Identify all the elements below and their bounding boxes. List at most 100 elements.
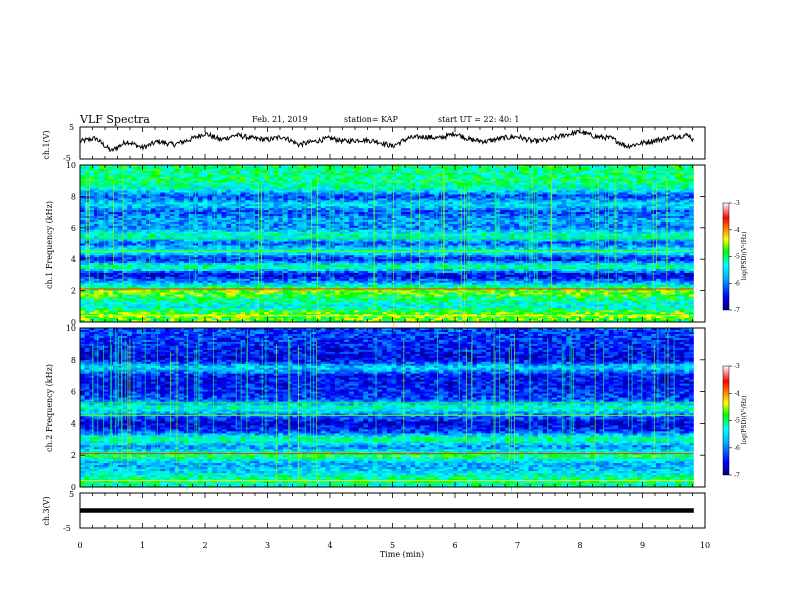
start-time-label: start UT = 22: 40: 1 [438,115,519,124]
spectrogram-cell [94,216,100,219]
spectrogram-cell [264,186,270,189]
spectrogram-cell [278,178,284,181]
spectrogram-cell [273,166,279,170]
spectrogram-cell [670,190,676,193]
spectrogram-cell [533,194,539,197]
spectrogram-cell [188,186,194,189]
spectrogram-cell [245,172,251,176]
spectrogram-cell [637,210,643,213]
spectrogram-cell [344,186,350,189]
spectrogram-cell [528,206,534,209]
spectrogram-cell [500,202,506,205]
spectrogram-cell [542,190,548,193]
spectrogram-cell [495,221,501,225]
spectrogram-cell [216,182,222,185]
spectrogram-cell [377,196,383,199]
spectrogram-cell [306,180,312,183]
spectrogram-cell [618,229,624,233]
spectrogram-cell [202,174,208,178]
spectrogram-cell [212,198,218,201]
spectrogram-cell [637,225,643,229]
spectrogram-cell [622,200,628,203]
spectrogram-cell [448,223,454,227]
spectrogram-cell [108,219,114,223]
spectrogram-cell [689,184,695,187]
spectrogram-cell [349,229,355,233]
spectrogram-cell [216,174,222,178]
spectrogram-cell [556,184,562,187]
spectrogram-cell [486,225,492,229]
spectrogram-cell [542,212,548,215]
spectrogram-cell [646,204,652,207]
spectrogram-cell [613,174,619,178]
spectrogram-cell [655,210,661,213]
spectrogram-cell [632,212,638,215]
spectrogram-cell [674,210,680,213]
spectrogram-cell [419,214,425,217]
spectrogram-cell [188,198,194,201]
spectrogram-cell [150,204,156,207]
spectrogram-cell [306,184,312,187]
spectrogram-cell [627,182,633,185]
spectrogram-cell [594,174,600,178]
spectrogram-cell [618,174,624,178]
spectrogram-cell [98,210,104,213]
spectrogram-cell [486,206,492,209]
spectrogram-cell [306,227,312,231]
spectrogram-cell [117,202,123,205]
spectrogram-cell [670,174,676,178]
spectrogram-cell [164,188,170,191]
spectrogram-cell [627,206,633,209]
spectrogram-cell [155,227,161,231]
spectrogram-cell [202,235,208,238]
spectrogram-cell [627,200,633,203]
spectrogram-cell [419,174,425,178]
spectrogram-cell [495,210,501,213]
spectrogram-cell [552,176,558,180]
spectrogram-cell [575,172,581,176]
spectrogram-cell [193,168,199,172]
spectrogram-cell [311,192,317,195]
spectrogram-cell [448,221,454,225]
spectrogram-cell [405,235,411,238]
spectrogram-cell [334,182,340,185]
spectrogram-cell [221,206,227,209]
spectrogram-cell [89,223,95,227]
spectrogram-cell [561,174,567,178]
spectrogram-cell [589,180,595,183]
spectrogram-cell [316,170,322,174]
spectrogram-cell [155,210,161,213]
spectrogram-cell [646,212,652,215]
spectrogram-cell [89,221,95,225]
spectrogram-cell [500,192,506,195]
spectrogram-cell [122,186,128,189]
spectrogram-cell [443,165,449,168]
spectrogram-cell [320,225,326,229]
spectrogram-cell [382,184,388,187]
spectrogram-cell [575,192,581,195]
spectrogram-cell [320,221,326,225]
spectrogram-cell [519,217,525,221]
spectrogram-cell [622,190,628,193]
spectrogram-cell [575,194,581,197]
spectrogram-cell [122,229,128,233]
spectrogram-cell [113,196,119,199]
spectrogram-cell [655,233,661,236]
spectrogram-cell [486,204,492,207]
spectrogram-cell [514,206,520,209]
spectrogram-cell [655,212,661,215]
spectrogram-cell [514,233,520,236]
spectrogram-cell [689,231,695,234]
spectrogram-cell [457,225,463,229]
spectrogram-cell [401,192,407,195]
spectrogram-cell [268,182,274,185]
spectrogram-cell [533,221,539,225]
spectrogram-cell [622,184,628,187]
spectrogram-cell [552,216,558,219]
spectrogram-cell [674,198,680,201]
spectrogram-cell [537,206,543,209]
spectrogram-cell [103,229,109,233]
spectrogram-cell [509,192,515,195]
spectrogram-cell [358,174,364,178]
spectrogram-cell [301,172,307,176]
